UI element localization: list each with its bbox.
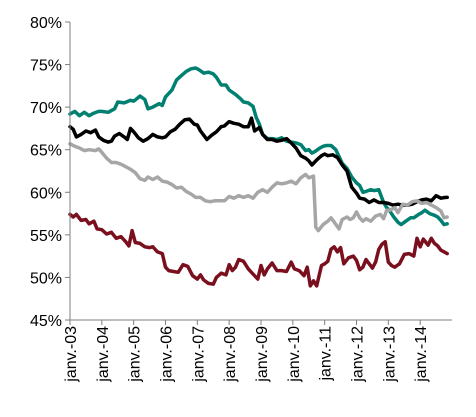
y-tick-label: 70% xyxy=(30,100,62,117)
x-tick-label: janv.-09 xyxy=(254,326,271,383)
y-tick-label: 75% xyxy=(30,58,62,75)
x-tick-label: janv.-08 xyxy=(222,326,239,383)
x-tick-label: janv.-05 xyxy=(127,326,144,383)
x-tick-label: janv.-13 xyxy=(381,326,398,383)
series-layer xyxy=(68,66,449,288)
x-tick-label: janv.-14 xyxy=(413,326,430,383)
x-tick-label: janv.-06 xyxy=(159,326,176,383)
series-line-1 xyxy=(68,66,449,227)
series-line-4 xyxy=(68,212,449,288)
y-tick-label: 60% xyxy=(30,185,62,202)
x-axis-ticks: janv.-03 janv.-04 janv.-05 janv.-06 janv.-07… xyxy=(63,320,430,383)
y-axis-ticks: 45% 50% 55% 60% 65% 70% 75% 80% xyxy=(30,15,70,330)
x-tick-label: janv.-04 xyxy=(95,326,112,383)
y-tick-label: 80% xyxy=(30,15,62,32)
series-line-3 xyxy=(68,142,449,233)
x-tick-label: janv.-10 xyxy=(286,326,303,383)
y-tick-label: 45% xyxy=(30,313,62,330)
x-tick-label: janv.-07 xyxy=(190,326,207,383)
y-tick-label: 65% xyxy=(30,143,62,160)
x-tick-label: janv.-03 xyxy=(63,326,80,383)
series-line-2 xyxy=(68,116,449,207)
x-tick-label: janv.-12 xyxy=(350,326,367,383)
y-tick-label: 55% xyxy=(30,228,62,245)
y-tick-label: 50% xyxy=(30,270,62,287)
x-tick-label: janv.-11 xyxy=(318,326,335,382)
